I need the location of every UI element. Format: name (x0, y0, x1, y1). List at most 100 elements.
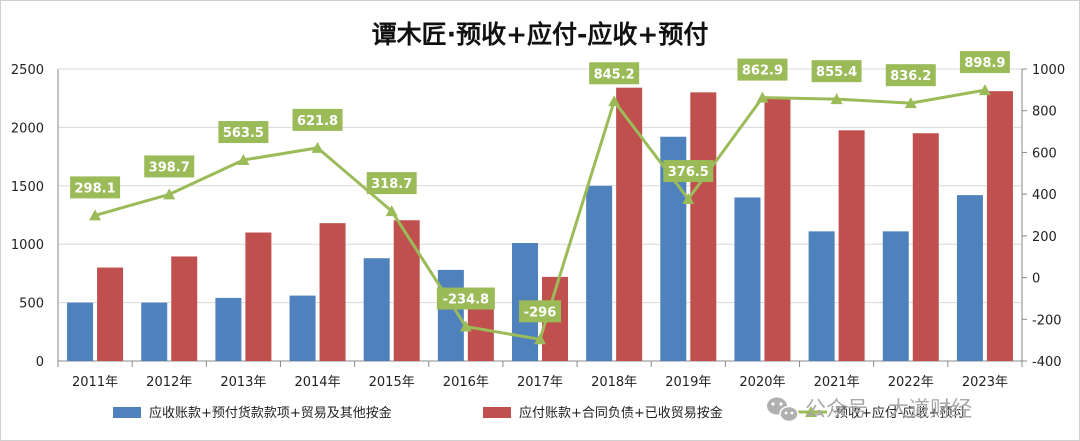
bar-receivables (586, 185, 613, 361)
data-label-box (292, 108, 343, 131)
data-label-box (218, 121, 269, 144)
legend: 应收账款+预付货款款项+贸易及其他按金 应付账款+合同负债+已收贸易按金 预收+应付… (113, 405, 965, 421)
bar-payables (986, 91, 1013, 361)
legend-label: 应收账款+预付货款款项+贸易及其他按金 (149, 405, 392, 421)
bar-receivables (215, 297, 242, 361)
y-left-tick-label: 2500 (11, 63, 44, 78)
data-label-box (366, 172, 417, 195)
bar-payables (616, 87, 643, 362)
y-right-tick-label: 200 (1032, 230, 1057, 245)
data-label-box (737, 58, 788, 81)
x-tick-label: 2022年 (888, 375, 934, 390)
bar-receivables (734, 197, 761, 361)
data-label: 318.7 (371, 177, 412, 192)
bar-payables (97, 267, 124, 361)
chart-title: 谭木匠·预收+应付-应收+预付 (372, 20, 709, 49)
y-right-tick-label: -200 (1032, 313, 1062, 328)
x-tick-label: 2021年 (814, 375, 860, 390)
y-right-tick-label: 400 (1032, 188, 1057, 203)
bar-payables (838, 130, 865, 361)
y-right-tick-label: -400 (1032, 355, 1062, 370)
data-label: 621.8 (297, 114, 338, 129)
legend-marker (805, 406, 817, 417)
line-point (608, 95, 621, 107)
bar-payables (912, 133, 939, 361)
y-right-tick-label: 800 (1032, 105, 1057, 120)
x-tick-label: 2023年 (962, 375, 1008, 390)
bar-receivables (67, 302, 94, 361)
line-point (682, 193, 695, 205)
line-point (163, 188, 176, 200)
line-point (756, 91, 769, 103)
y-right-tick-label: 600 (1032, 146, 1057, 161)
line-point (89, 209, 102, 221)
data-label-box (811, 60, 862, 83)
y-left-tick-label: 2000 (11, 121, 44, 136)
line-point (904, 97, 917, 109)
bar-receivables (363, 258, 390, 361)
bar-receivables (956, 195, 983, 361)
data-label-box (959, 51, 1010, 74)
x-tick-label: 2020年 (739, 375, 785, 390)
legend-swatch (483, 407, 511, 418)
x-tick-label: 2013年 (220, 375, 266, 390)
data-label-box (70, 176, 121, 199)
data-label-box (589, 62, 640, 85)
bar-payables (393, 220, 420, 361)
bar-payables (171, 256, 198, 361)
data-label-box (885, 64, 936, 87)
data-label-box (144, 155, 195, 178)
bars (67, 87, 1013, 362)
line-point (311, 141, 324, 153)
data-label: 855.4 (816, 65, 857, 80)
y-left-tick-label: 500 (19, 297, 44, 312)
x-tick-label: 2016年 (443, 375, 489, 390)
bar-payables (764, 98, 791, 361)
data-label-box (519, 300, 561, 323)
wechat-icon (767, 397, 799, 423)
x-tick-label: 2017年 (517, 375, 563, 390)
data-label: 398.7 (149, 160, 190, 175)
data-label: 836.2 (890, 69, 931, 84)
axes: 0 500 1000 1500 2000 2500 -400 -200 0 200 400 600 80… (11, 63, 1065, 390)
data-labels: 298.1 398.7 563.5 621.8 318.7 -234.8 -296 845.2… (70, 51, 1010, 323)
y-right-tick-label: 0 (1032, 272, 1040, 287)
y-right-tick-label: 1000 (1032, 63, 1065, 78)
bar-payables (690, 92, 717, 362)
x-tick-label: 2012年 (146, 375, 192, 390)
watermark: 公众号 · 大道财经 (767, 397, 972, 423)
data-label: 845.2 (594, 67, 635, 82)
data-label: 563.5 (223, 126, 264, 141)
data-label: 298.1 (75, 181, 116, 196)
data-label-box (436, 287, 495, 310)
y-left-tick-label: 1000 (11, 238, 44, 253)
line-point (830, 93, 843, 105)
x-tick-label: 2015年 (369, 375, 415, 390)
line-series (89, 84, 991, 345)
x-tick-label: 2014年 (294, 375, 340, 390)
line-point (534, 333, 546, 345)
bar-receivables (808, 231, 835, 361)
y-left-tick-label: 1500 (11, 180, 44, 195)
line-point (237, 154, 250, 166)
x-tick-label: 2011年 (72, 375, 118, 390)
bar-payables (245, 232, 272, 361)
legend-label: 预收+应付-应收+预付 (835, 405, 965, 421)
data-label-box (663, 160, 714, 183)
legend-label: 应付账款+合同负债+已收贸易按金 (519, 405, 723, 421)
data-label: 376.5 (668, 165, 709, 180)
data-label: -234.8 (443, 293, 490, 308)
line-point (459, 320, 472, 332)
x-tick-label: 2019年 (665, 375, 711, 390)
data-label: 862.9 (742, 64, 783, 79)
x-tick-label: 2018年 (591, 375, 637, 390)
line-point (385, 205, 398, 217)
bar-receivables (882, 231, 909, 361)
legend-swatch (113, 407, 141, 418)
data-label: 898.9 (964, 56, 1005, 71)
y-left-tick-label: 0 (36, 355, 44, 370)
bar-payables (319, 223, 346, 361)
line-point (978, 84, 991, 96)
bar-receivables (141, 302, 168, 361)
